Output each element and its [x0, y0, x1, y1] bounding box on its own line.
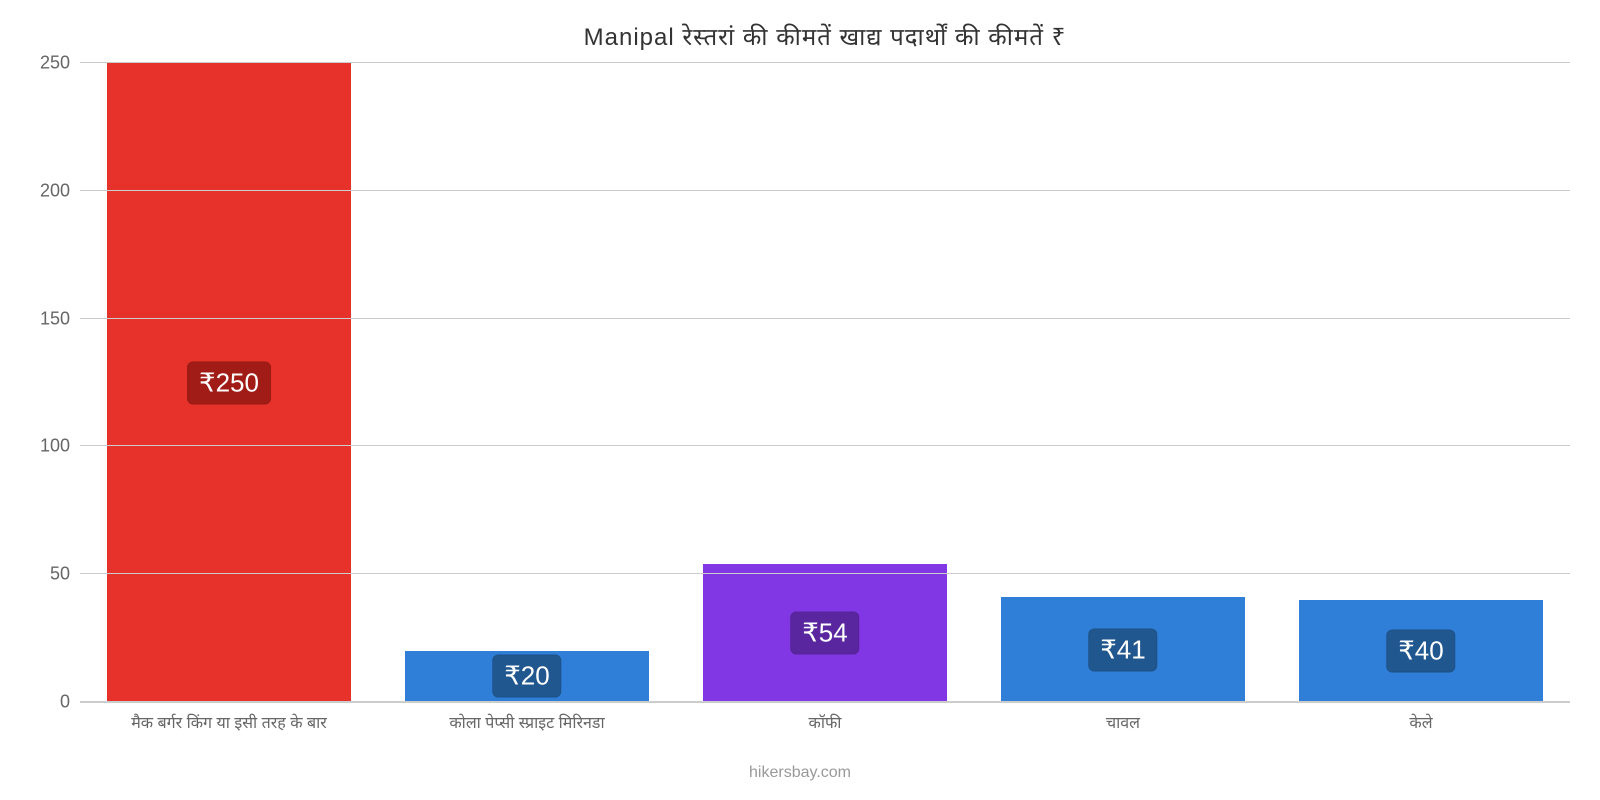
bars-group: ₹250 ₹20 ₹54 ₹41 ₹40	[80, 63, 1570, 702]
bar-slot: ₹41	[974, 63, 1272, 702]
plot-area: ₹250₹20₹54₹41₹40 050100150200250	[80, 63, 1570, 703]
gridline	[80, 445, 1570, 446]
bar-slot: ₹250	[80, 63, 378, 702]
attribution-text: hikersbay.com	[749, 764, 851, 782]
xtick-label: केले	[1272, 711, 1570, 733]
chart-container: Manipal रेस्तरां की कीमतें खाद्य पदार्थो…	[0, 0, 1600, 800]
bar-value-label: ₹40	[1386, 629, 1455, 672]
ytick-label: 200	[40, 180, 70, 201]
gridline	[80, 318, 1570, 319]
gridline	[80, 701, 1570, 702]
gridline	[80, 190, 1570, 191]
bar-slot: ₹54	[676, 63, 974, 702]
xtick-label: चावल	[974, 711, 1272, 733]
xtick-label: कॉफी	[676, 711, 974, 733]
gridline	[80, 62, 1570, 63]
bar: ₹54	[703, 564, 947, 702]
bar: ₹20	[405, 651, 649, 702]
gridline	[80, 573, 1570, 574]
ytick-label: 0	[60, 692, 70, 713]
bar: ₹250	[107, 63, 351, 702]
bar-value-label: ₹250	[187, 361, 271, 404]
bar: ₹41	[1001, 597, 1245, 702]
bar-value-label: ₹41	[1088, 628, 1157, 671]
ytick-label: 150	[40, 308, 70, 329]
bar-slot: ₹40	[1272, 63, 1570, 702]
bar-value-label: ₹20	[492, 655, 561, 698]
bar: ₹40	[1299, 600, 1543, 702]
bar-slot: ₹20	[378, 63, 676, 702]
xtick-label: मैक बर्गर किंग या इसी तरह के बार	[80, 711, 378, 733]
ytick-label: 100	[40, 436, 70, 457]
chart-title: Manipal रेस्तरां की कीमतें खाद्य पदार्थो…	[80, 20, 1570, 53]
xtick-label: कोला पेप्सी स्प्राइट मिरिनडा	[378, 711, 676, 733]
x-axis: मैक बर्गर किंग या इसी तरह के बारकोला पेप…	[80, 711, 1570, 733]
ytick-label: 50	[50, 564, 70, 585]
ytick-label: 250	[40, 53, 70, 74]
bar-value-label: ₹54	[790, 611, 859, 654]
